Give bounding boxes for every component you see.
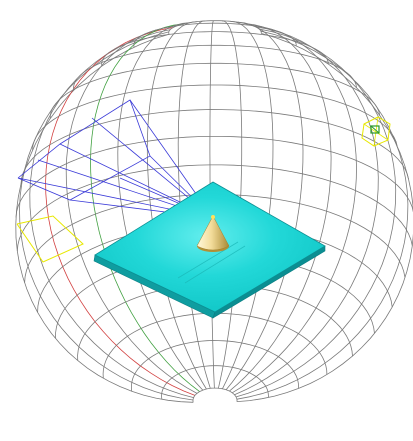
dome-parallel bbox=[15, 136, 413, 218]
dome-parallel bbox=[49, 62, 381, 119]
dome-parallel bbox=[73, 44, 357, 91]
dome-parallel bbox=[130, 340, 299, 392]
light-frustum-outline bbox=[17, 99, 151, 201]
cone-object[interactable] bbox=[196, 215, 230, 252]
cone-apex-highlight bbox=[211, 215, 215, 219]
light-core bbox=[370, 125, 380, 134]
dome-parallel bbox=[32, 84, 398, 151]
dome-parallel bbox=[101, 31, 329, 67]
dome-parallel bbox=[161, 365, 269, 400]
selected-mesh-edge bbox=[16, 215, 84, 263]
dome-parallel bbox=[16, 164, 413, 252]
dome-parallel bbox=[168, 20, 262, 35]
dome-parallel bbox=[192, 387, 238, 403]
cone-body bbox=[196, 215, 230, 251]
dome-wireframe-mesh[interactable] bbox=[15, 20, 413, 403]
dome-parallel bbox=[133, 22, 297, 48]
point-light-icon[interactable] bbox=[361, 116, 391, 147]
